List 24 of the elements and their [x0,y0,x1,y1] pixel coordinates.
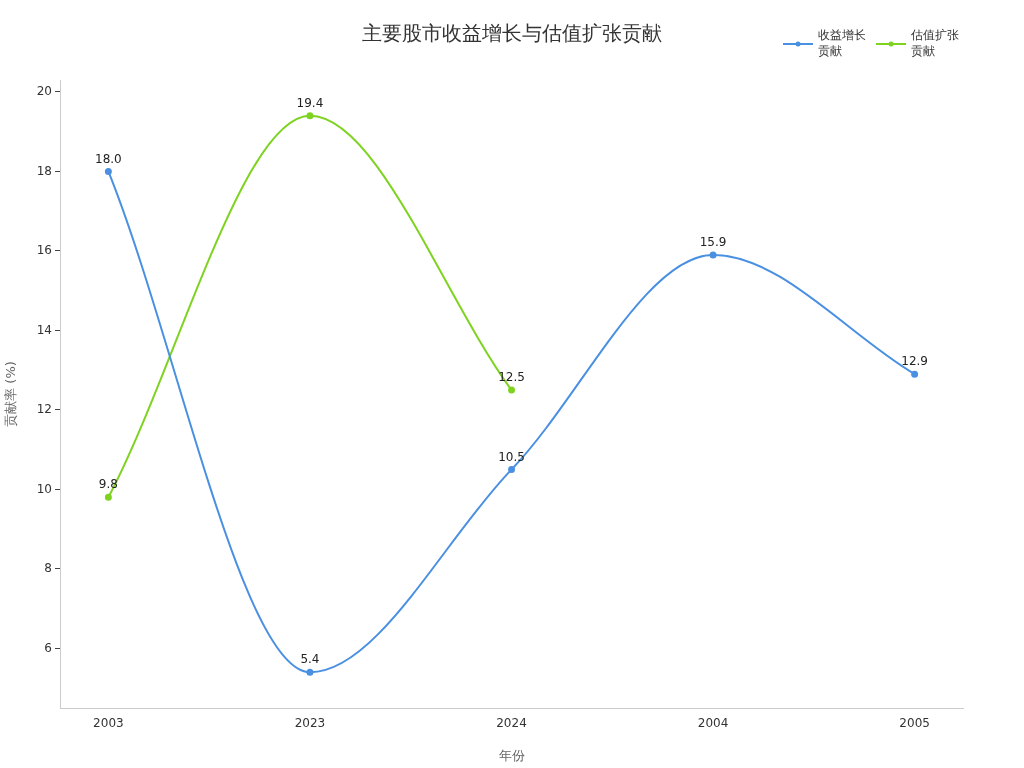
x-tick-label: 2024 [496,716,527,731]
x-tick-label: 2004 [697,716,729,731]
chart-title: 主要股市收益增长与估值扩张贡献 [362,21,662,45]
y-tick-label: 8 [44,561,52,576]
legend-label: 估值扩张贡献 [910,28,959,59]
data-label: 15.9 [699,235,727,250]
y-tick-label: 12 [36,402,52,417]
y-tick-label: 14 [36,322,52,337]
y-tick-label: 10 [36,481,52,496]
data-label: 19.4 [296,95,324,110]
data-label: 18.0 [95,151,122,166]
y-tick-label: 6 [44,640,52,655]
data-label: 12.9 [901,354,928,369]
x-tick-label: 2023 [294,716,326,731]
y-tick-label: 18 [36,163,52,178]
x-tick-label: 2003 [93,716,124,731]
data-label: 10.5 [498,449,525,464]
y-axis-title: 贡献率 (%) [3,361,19,427]
x-tick-label: 2005 [899,716,930,731]
data-label: 5.4 [300,652,320,667]
x-axis-title: 年份 [498,747,525,763]
legend-label: 收益增长贡献 [818,28,866,59]
y-tick-label: 16 [36,243,52,258]
y-tick-label: 20 [36,84,52,99]
